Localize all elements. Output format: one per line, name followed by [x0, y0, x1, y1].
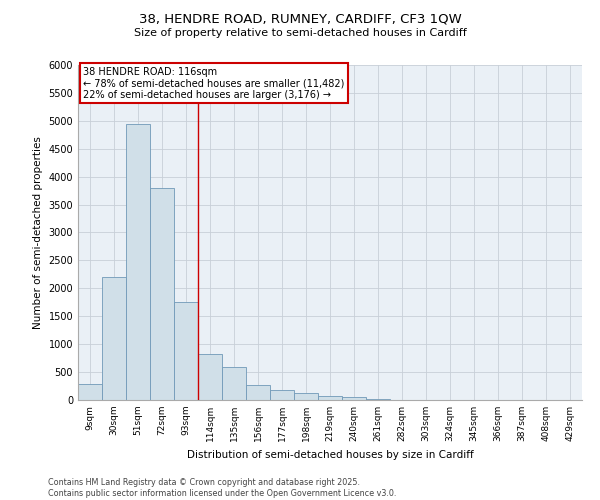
Bar — [126, 124, 150, 400]
Text: 38 HENDRE ROAD: 116sqm
← 78% of semi-detached houses are smaller (11,482)
22% of: 38 HENDRE ROAD: 116sqm ← 78% of semi-det… — [83, 66, 344, 100]
Bar — [342, 397, 366, 400]
Text: Size of property relative to semi-detached houses in Cardiff: Size of property relative to semi-detach… — [134, 28, 466, 38]
Y-axis label: Number of semi-detached properties: Number of semi-detached properties — [33, 136, 43, 329]
Bar — [318, 396, 342, 400]
Bar — [222, 366, 246, 400]
Bar — [102, 277, 126, 400]
Bar — [78, 384, 102, 400]
Bar — [294, 394, 318, 400]
Text: Contains HM Land Registry data © Crown copyright and database right 2025.
Contai: Contains HM Land Registry data © Crown c… — [48, 478, 397, 498]
Bar — [366, 399, 390, 400]
Text: 38, HENDRE ROAD, RUMNEY, CARDIFF, CF3 1QW: 38, HENDRE ROAD, RUMNEY, CARDIFF, CF3 1Q… — [139, 12, 461, 26]
Bar — [198, 354, 222, 400]
Bar — [150, 188, 174, 400]
Bar — [174, 302, 198, 400]
X-axis label: Distribution of semi-detached houses by size in Cardiff: Distribution of semi-detached houses by … — [187, 450, 473, 460]
Bar — [246, 386, 270, 400]
Bar — [270, 390, 294, 400]
